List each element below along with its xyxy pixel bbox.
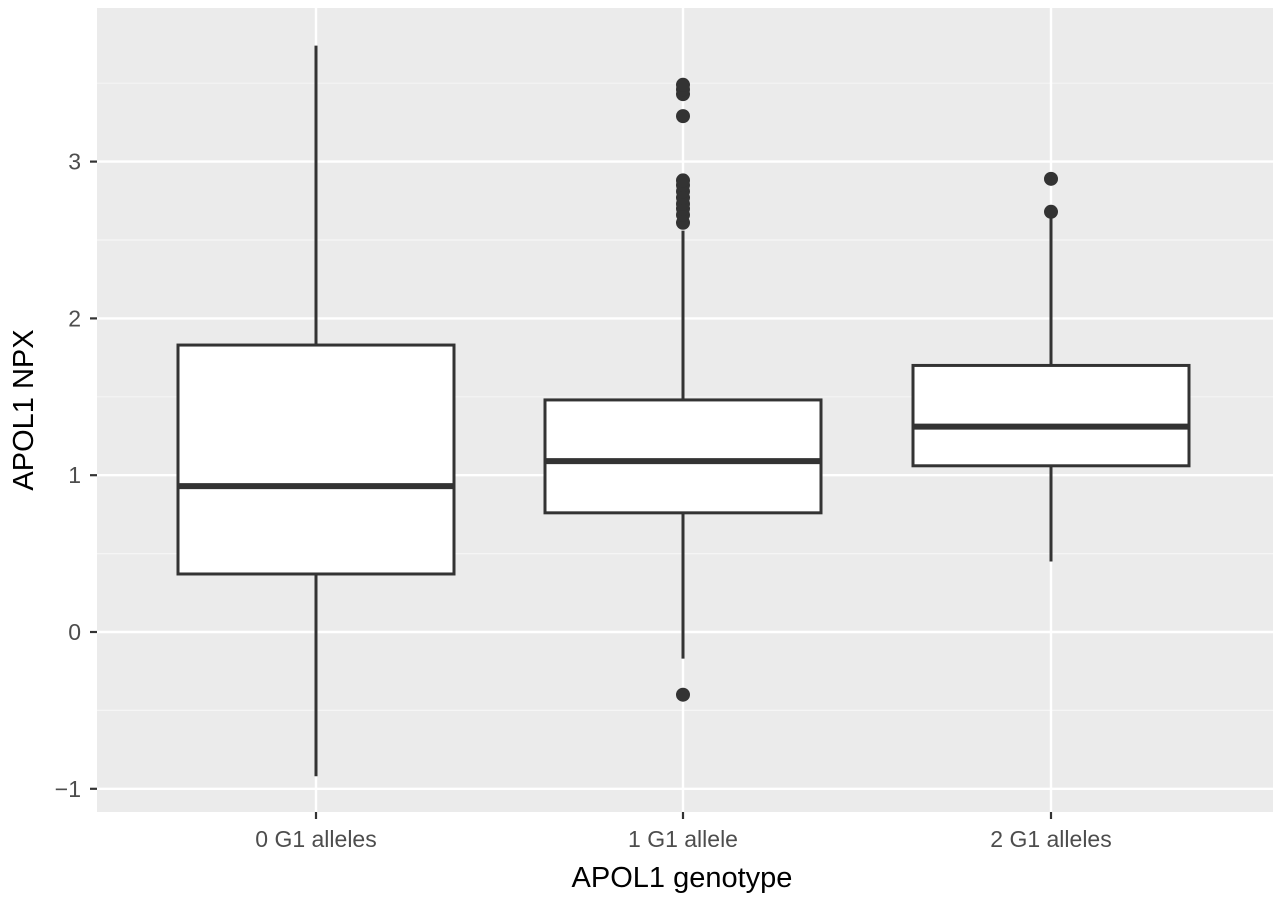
box-iqr — [176, 343, 456, 576]
box-iqr — [911, 363, 1191, 468]
y-tick-label: 1 — [68, 462, 81, 488]
box-iqr — [543, 398, 823, 515]
y-tick-label: −1 — [55, 776, 81, 802]
box-group — [911, 171, 1191, 562]
x-tick-label: 0 G1 alleles — [255, 826, 376, 852]
y-axis-title: APOL1 NPX — [8, 329, 40, 490]
y-tick-label: 2 — [68, 305, 81, 331]
y-tick-label: 3 — [68, 149, 81, 175]
mark-layer — [176, 45, 1191, 777]
outlier-point — [676, 687, 690, 702]
outlier-point — [676, 109, 690, 124]
box-group — [543, 77, 823, 702]
box-group — [176, 45, 456, 777]
outlier-point — [1044, 204, 1058, 219]
y-tick-label: 0 — [68, 619, 81, 645]
outlier-point — [676, 77, 690, 92]
outlier-point — [1044, 171, 1058, 186]
x-tick-label: 2 G1 alleles — [990, 826, 1111, 852]
x-tick-label: 1 G1 allele — [628, 826, 738, 852]
x-axis-title: APOL1 genotype — [572, 862, 793, 894]
axis-layer: −1 0 1 2 3 0 G1 alleles 1 G1 allele 2 G1 allele… — [55, 149, 1112, 852]
outlier-point — [676, 173, 690, 188]
